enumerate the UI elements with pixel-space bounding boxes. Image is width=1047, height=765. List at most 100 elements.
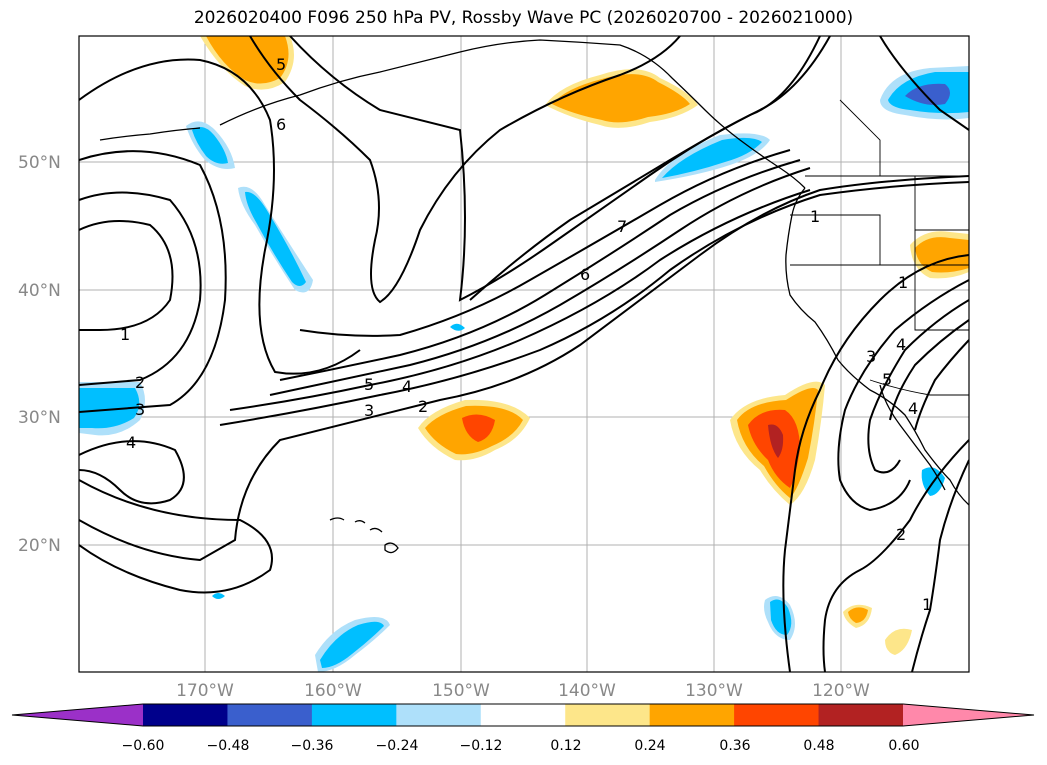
map-border	[78, 35, 970, 673]
colorbar-ticks: −0.60 −0.48 −0.36 −0.24 −0.12 0.12 0.24 …	[122, 738, 920, 754]
contour-label: 5	[276, 55, 286, 74]
contour-label: 2	[135, 373, 145, 392]
colorbar-tick-label: −0.24	[376, 738, 419, 754]
contour-label: 6	[580, 265, 590, 284]
longitude-labels: 170°W 160°W 150°W 140°W 130°W 120°W	[176, 681, 870, 701]
contour-main-6	[279, 159, 801, 381]
lon-label: 140°W	[558, 681, 616, 701]
colorbar-segment	[818, 704, 904, 726]
borders	[790, 99, 969, 396]
positive-pv-anomalies	[200, 36, 969, 655]
border-states-3	[839, 99, 881, 176]
colorbar	[11, 703, 1035, 727]
border-mexico	[869, 379, 969, 396]
contour-label: 4	[402, 377, 412, 396]
anomaly-orange-s2	[885, 628, 912, 655]
colorbar-extend-high	[903, 704, 1034, 726]
map-title: 2026020400 F096 250 hPa PV, Rossby Wave …	[193, 8, 854, 28]
colorbar-segment	[649, 704, 735, 726]
anomaly-orange-n2-core	[552, 74, 690, 123]
lat-label: 20°N	[18, 536, 61, 556]
contour-label: 1	[922, 595, 932, 614]
coast-hawaii	[329, 517, 399, 554]
latitude-labels: 50°N 40°N 30°N 20°N	[18, 153, 61, 556]
contour-label: 3	[135, 400, 145, 419]
colorbar-segment	[480, 704, 566, 726]
lon-label: 160°W	[304, 681, 362, 701]
contour-2-west	[79, 191, 202, 386]
contour-main-3	[219, 181, 969, 426]
colorbar-tick-label: −0.36	[291, 738, 334, 754]
border-states-1	[790, 214, 881, 265]
contour-ridge-6	[249, 36, 681, 304]
contour-label: 1	[810, 207, 820, 226]
contour-label: 3	[866, 347, 876, 366]
contour-label: 3	[364, 401, 374, 420]
contour-label: 6	[276, 115, 286, 134]
anomaly-red-mid	[462, 414, 495, 442]
lon-label: 130°W	[685, 681, 743, 701]
anomaly-darkred-east	[768, 424, 784, 458]
contour-trough-3	[867, 299, 969, 474]
lon-label: 150°W	[432, 681, 490, 701]
negative-pv-anomalies	[79, 66, 969, 672]
contour-label: 4	[908, 399, 918, 418]
coast-alaska	[219, 39, 806, 189]
anomaly-orange-n1-core	[206, 36, 289, 84]
colorbar-tick-label: −0.60	[122, 738, 165, 754]
contour-trough-2	[837, 279, 969, 512]
colorbar-extend-low	[12, 704, 143, 726]
anomaly-blue-alaska-core	[662, 137, 762, 178]
map-panel	[79, 36, 969, 672]
lon-label: 120°W	[812, 681, 870, 701]
contour-trough-5	[914, 339, 969, 431]
colorbar-tick-label: 0.36	[719, 738, 750, 754]
contour-labels: 5 6 7 6 1 1 2 3 4 5 4 3 2 1 3 4 5 4 2 1	[120, 55, 932, 614]
colorbar-tick-label: 0.60	[888, 738, 919, 754]
contour-main-1	[79, 479, 273, 594]
colorbar-segment	[227, 704, 313, 726]
contour-south-1	[911, 459, 969, 672]
colorbar-tick-label: 0.48	[803, 738, 834, 754]
lat-label: 30°N	[18, 408, 61, 428]
anomaly-blue-small1	[450, 323, 465, 331]
contour-label: 4	[896, 335, 906, 354]
anomaly-blue-west-core	[79, 388, 140, 429]
contour-label: 5	[364, 375, 374, 394]
contour-ridge-7	[469, 36, 831, 301]
contour-trough-1	[782, 254, 969, 672]
coast-baja	[879, 384, 946, 491]
colorbar-tick-label: −0.12	[460, 738, 503, 754]
anomaly-blue-tiny	[212, 593, 225, 599]
contour-label: 1	[898, 273, 908, 292]
contour-main-5	[269, 167, 811, 396]
coast-westcoast	[785, 187, 969, 506]
anomaly-blue-south-core	[320, 621, 384, 668]
border-states-5	[914, 230, 969, 331]
lat-label: 50°N	[18, 153, 61, 173]
contour-3-west	[79, 150, 227, 413]
contour-1-west	[79, 220, 174, 331]
coast-aleutians	[99, 127, 201, 141]
colorbar-segment	[565, 704, 651, 726]
coastlines	[99, 39, 969, 554]
contour-ne-1	[879, 36, 969, 131]
colorbar-segment	[143, 704, 228, 726]
pv-contours	[79, 36, 969, 672]
lat-label: 40°N	[18, 281, 61, 301]
contour-label: 2	[896, 525, 906, 544]
contour-trough-4	[889, 319, 969, 421]
anomaly-blue-ne-deep	[905, 83, 950, 105]
contour-main-2	[79, 175, 969, 562]
contour-label: 2	[418, 397, 428, 416]
contour-4-west	[79, 440, 185, 505]
colorbar-tick-label: 0.24	[634, 738, 665, 754]
anomaly-blue-nw2-core	[245, 191, 306, 286]
contour-label: 5	[882, 370, 892, 389]
contour-label: 7	[617, 217, 627, 236]
colorbar-segment	[396, 704, 482, 726]
anomaly-blue-nw1-core	[192, 126, 228, 164]
anomaly-orange-coast-core	[915, 237, 969, 273]
colorbar-segment	[734, 704, 820, 726]
